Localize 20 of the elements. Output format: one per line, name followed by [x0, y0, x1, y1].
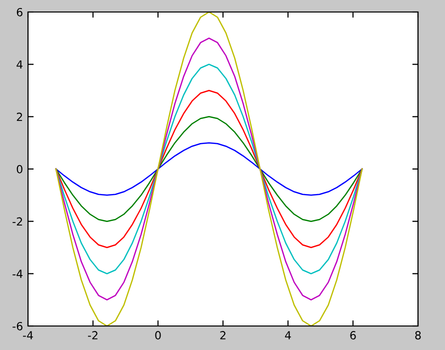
y-tick-label: 4 — [16, 60, 23, 69]
y-tick-label: 0 — [16, 164, 22, 174]
line-series — [55, 64, 363, 274]
x-tick-label: -2 — [88, 331, 98, 340]
x-tick-label: 0 — [155, 331, 161, 340]
y-tick-label: -2 — [12, 217, 22, 226]
y-tick-label: -6 — [12, 322, 22, 330]
line-series — [55, 12, 363, 326]
line-series — [55, 142, 363, 196]
y-tick-label: 6 — [16, 8, 22, 16]
line-series — [55, 90, 363, 248]
y-tick-label: 2 — [16, 112, 22, 121]
y-tick-label: -4 — [12, 270, 23, 278]
x-tick-label: 6 — [350, 331, 356, 340]
x-tick-label: 4 — [285, 331, 291, 340]
x-tick-label: -4 — [23, 331, 33, 340]
line-series — [55, 116, 363, 222]
x-tick-label: 8 — [415, 331, 421, 340]
line-series — [55, 38, 363, 300]
x-tick-label: 2 — [220, 331, 226, 340]
